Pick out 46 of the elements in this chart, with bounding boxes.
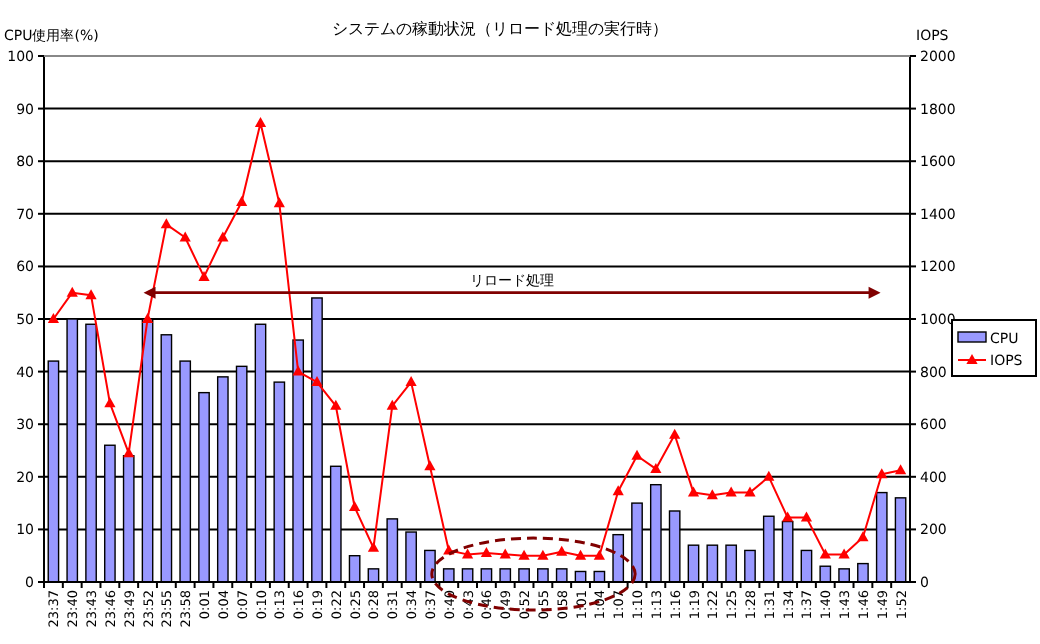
point: [556, 545, 568, 556]
point: [612, 485, 624, 496]
point: [47, 313, 60, 323]
point: [650, 462, 662, 473]
point: [687, 486, 700, 497]
point: [763, 470, 775, 481]
point: [838, 548, 850, 559]
point: [631, 449, 643, 460]
point: [236, 195, 248, 206]
point: [217, 231, 229, 242]
point: [273, 197, 285, 208]
point: [405, 376, 417, 387]
point: [424, 460, 436, 471]
point: [669, 428, 681, 439]
point: [725, 486, 737, 497]
point: [141, 313, 154, 323]
point: [499, 548, 511, 559]
point: [782, 511, 794, 522]
point: [386, 399, 398, 410]
point: [857, 531, 869, 542]
point: [574, 549, 587, 560]
point: [894, 464, 907, 475]
point: [104, 397, 116, 408]
point: [367, 541, 380, 552]
point: [198, 270, 210, 281]
point: [461, 548, 474, 559]
point: [160, 218, 172, 229]
point: [311, 376, 323, 387]
point: [179, 231, 191, 242]
chart-title: システムの稼動状況（リロード処理の実行時）: [332, 20, 668, 38]
point: [876, 468, 888, 479]
point: [480, 547, 493, 558]
point: [85, 289, 97, 300]
point: [800, 511, 813, 522]
point: [292, 365, 304, 376]
point: [819, 548, 831, 559]
point: [706, 489, 718, 500]
point: [254, 117, 267, 128]
point: [744, 486, 756, 497]
point: [537, 549, 549, 560]
point: [123, 447, 135, 458]
point: [518, 549, 530, 560]
point: [66, 286, 78, 297]
point: [593, 549, 605, 560]
point: [330, 399, 342, 410]
point: [349, 501, 361, 512]
